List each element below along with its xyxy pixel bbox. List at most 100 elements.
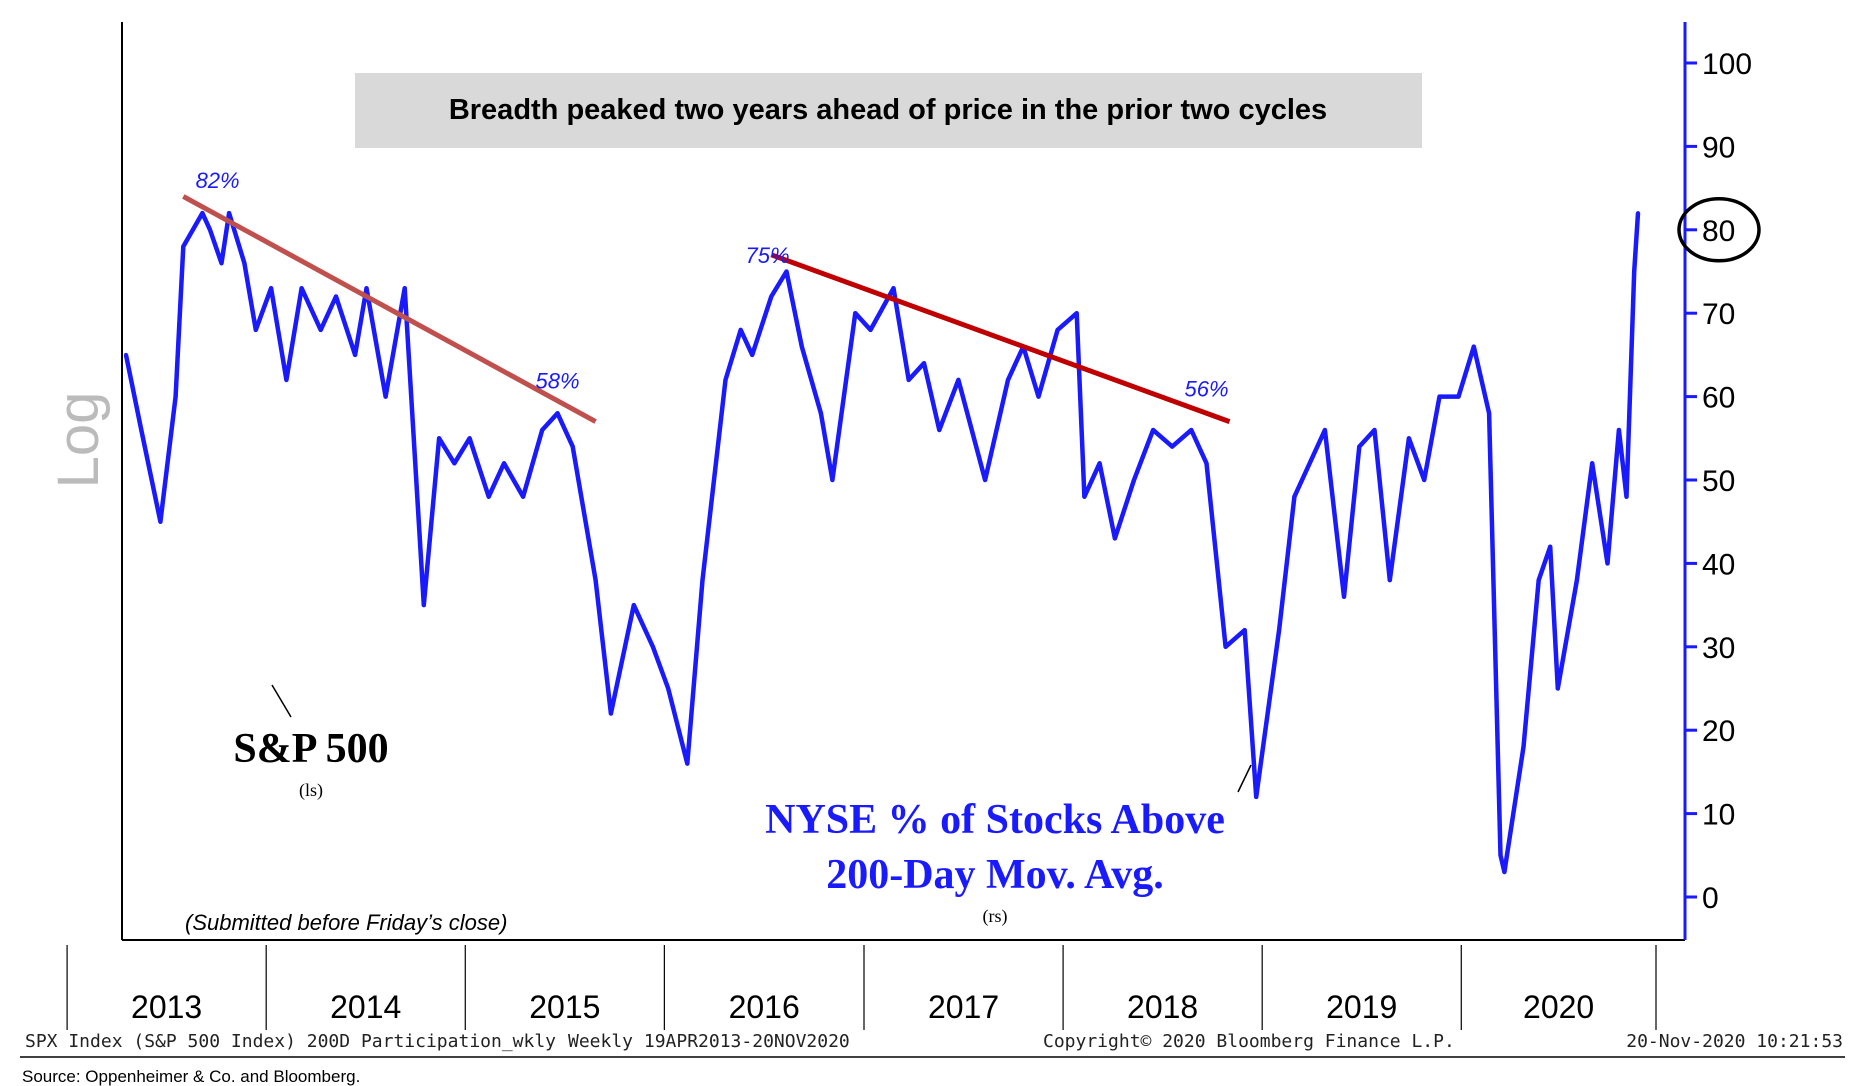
- footer-copyright: Copyright© 2020 Bloomberg Finance L.P.: [1043, 1031, 1455, 1052]
- breadth-point: [284, 377, 289, 382]
- breadth-point: [631, 603, 636, 608]
- breadth-point: [1204, 461, 1209, 466]
- footer: SPX Index (S&P 500 Index) 200D Participa…: [20, 1031, 1845, 1086]
- breadth-point: [139, 428, 144, 432]
- x-tick-label-2017: 2017: [928, 989, 999, 1025]
- title-box: [355, 73, 1422, 148]
- right-tick-label-100: 100: [1702, 48, 1752, 81]
- breadth-point: [1055, 327, 1060, 332]
- breadth-point: [299, 286, 304, 291]
- breadth-point: [1422, 478, 1427, 482]
- breadth-point: [269, 286, 274, 291]
- breadth-point: [219, 261, 224, 266]
- right-tick-label-0: 0: [1702, 882, 1719, 915]
- breadth-point: [1322, 428, 1327, 432]
- annotation-3: 56%: [1184, 377, 1228, 402]
- x-tick-label-2013: 2013: [131, 989, 202, 1025]
- breadth-point: [1292, 494, 1297, 499]
- trendlines: [182, 194, 1231, 424]
- breadth-point: [1471, 344, 1476, 349]
- sp500-label: S&P 500: [233, 726, 388, 772]
- annotation-0: 82%: [196, 168, 240, 193]
- breadth-point: [502, 461, 506, 466]
- breadth-point: [956, 377, 961, 382]
- annotations: 82% 58% 75% 56%: [196, 168, 1229, 402]
- right-tick-label-90: 90: [1702, 131, 1735, 164]
- breadth-point: [540, 428, 545, 432]
- breadth-point: [1036, 394, 1041, 399]
- breadth-point: [1082, 494, 1087, 499]
- breadth-point: [1536, 578, 1541, 583]
- breadth-point: [750, 352, 755, 357]
- breadth-point: [1387, 578, 1392, 583]
- breadth-point: [685, 761, 690, 766]
- breadth-point: [200, 211, 205, 216]
- x-tick-label-2016: 2016: [729, 989, 800, 1025]
- breadth-point: [570, 444, 575, 449]
- breadth-point: [1406, 436, 1411, 441]
- right-tick-label-80: 80: [1702, 215, 1735, 248]
- breadth-point: [181, 244, 186, 249]
- series-nyse-breadth: [123, 210, 1641, 875]
- breadth-point: [1372, 428, 1377, 432]
- log-scale-label: Log: [46, 392, 111, 489]
- breadth-point: [723, 377, 728, 382]
- breadth-point: [608, 711, 613, 716]
- breadth-point: [353, 352, 358, 357]
- breadth-axis-note: (rs): [983, 906, 1008, 927]
- breadth-point: [937, 428, 942, 432]
- breadth-point: [242, 261, 247, 266]
- breadth-point: [906, 377, 911, 382]
- right-tick-label-70: 70: [1702, 298, 1735, 331]
- breadth-point: [1632, 269, 1637, 274]
- breadth-point: [1456, 394, 1461, 399]
- breadth-point: [784, 269, 789, 274]
- breadth-point: [1223, 644, 1228, 649]
- breadth-point: [853, 311, 858, 316]
- breadth-point: [1254, 794, 1259, 799]
- breadth-point: [318, 327, 323, 332]
- submitted-note: (Submitted before Friday’s close): [185, 910, 507, 935]
- breadth-point: [383, 394, 388, 399]
- breadth-point: [1624, 494, 1629, 499]
- trend-2013-2015: [182, 194, 597, 424]
- breadth-point: [1487, 411, 1492, 416]
- trend-2016-2018: [770, 252, 1231, 424]
- annotation-2: 75%: [745, 243, 789, 268]
- breadth-point: [227, 211, 232, 216]
- breadth-point: [1555, 686, 1560, 691]
- breadth-point: [1636, 211, 1640, 216]
- breadth-point: [334, 294, 338, 299]
- breadth-point: [818, 411, 823, 416]
- breadth-point: [1574, 578, 1579, 583]
- x-tick-label-2019: 2019: [1326, 989, 1397, 1025]
- breadth-point: [868, 327, 873, 332]
- right-tick-label-60: 60: [1702, 382, 1735, 415]
- annotation-1: 58%: [535, 368, 579, 393]
- breadth-point: [437, 436, 442, 441]
- breadth-point: [1342, 594, 1346, 599]
- breadth-point: [402, 286, 407, 291]
- breadth-label-line1: NYSE % of Stocks Above: [765, 797, 1225, 843]
- breadth-label-line2: 200-Day Mov. Avg.: [826, 852, 1164, 898]
- breadth-point: [1170, 444, 1175, 449]
- chart-title: Breadth peaked two years ahead of price …: [449, 94, 1327, 126]
- x-tick-label-2018: 2018: [1127, 989, 1198, 1025]
- breadth-point: [1112, 536, 1117, 541]
- right-tick-label-10: 10: [1702, 799, 1735, 832]
- breadth-point: [983, 478, 988, 482]
- breadth-point: [1242, 628, 1247, 633]
- breadth-point: [1502, 870, 1507, 874]
- breadth-point: [364, 286, 369, 291]
- breadth-point: [1498, 853, 1503, 858]
- footer-timestamp: 20-Nov-2020 10:21:53: [1626, 1031, 1843, 1052]
- sp500-axis-note: (ls): [299, 780, 323, 801]
- right-tick-label-20: 20: [1702, 715, 1735, 748]
- breadth-point: [650, 644, 655, 649]
- footer-period: Weekly 19APR2013-20NOV2020: [568, 1031, 850, 1052]
- breadth-point: [799, 344, 804, 349]
- breadth-point: [1151, 428, 1156, 432]
- x-axis: 2013 2014 2015 2016 2017 2018 2019 2020: [66, 945, 1657, 1030]
- breadth-point: [769, 294, 774, 299]
